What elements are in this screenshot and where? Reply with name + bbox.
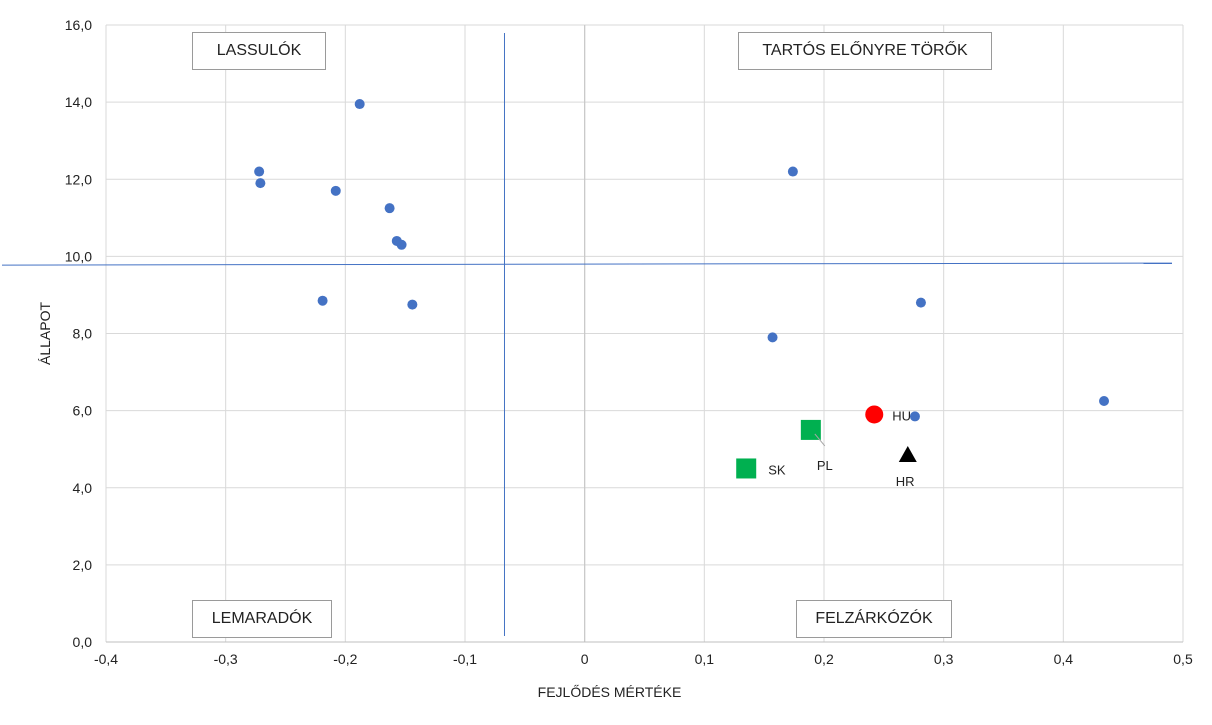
quadrant-label-bottom-left: LEMARADÓK xyxy=(192,600,332,638)
x-tick-label: -0,3 xyxy=(214,651,238,667)
data-point xyxy=(767,332,778,343)
data-point xyxy=(317,295,328,306)
y-tick-label: 6,0 xyxy=(73,403,93,419)
y-tick-label: 16,0 xyxy=(65,17,92,33)
y-tick-label: 2,0 xyxy=(73,557,93,573)
y-tick-label: 14,0 xyxy=(65,94,92,110)
points-layer xyxy=(254,99,1110,479)
x-tick-label: 0,4 xyxy=(1054,651,1074,667)
quadrant-label-top-left: LASSULÓK xyxy=(192,32,326,70)
data-point xyxy=(255,178,266,189)
data-point xyxy=(909,411,920,422)
point-hr xyxy=(898,445,917,462)
x-tick-label: 0,2 xyxy=(814,651,834,667)
label-sk: SK xyxy=(768,462,786,477)
reference-lines xyxy=(1,33,1173,636)
y-tick-label: 10,0 xyxy=(65,248,92,264)
y-axis-title: ÁLLAPOT xyxy=(37,302,53,365)
labels-layer: HU PL SK HR xyxy=(768,408,914,488)
axis-layer: -0,4 -0,3 -0,2 -0,1 0 0,1 0,2 0,3 0,4 0,5 0,0 2,0 4,… xyxy=(37,17,1193,700)
y-tick-label: 4,0 xyxy=(73,480,93,496)
grid-layer xyxy=(105,24,1184,643)
label-hr: HR xyxy=(896,474,915,489)
data-point xyxy=(407,299,418,310)
data-point xyxy=(254,166,265,177)
data-point xyxy=(354,99,365,110)
y-tick-label: 8,0 xyxy=(73,326,93,342)
x-tick-label: -0,2 xyxy=(333,651,357,667)
quadrant-label-top-right: TARTÓS ELŐNYRE TÖRŐK xyxy=(738,32,992,70)
x-axis-title: FEJLŐDÉS MÉRTÉKE xyxy=(538,684,682,700)
y-tick-label: 0,0 xyxy=(73,634,93,650)
data-point xyxy=(396,239,407,250)
x-tick-label: -0,4 xyxy=(94,651,118,667)
x-tick-label: 0 xyxy=(581,651,589,667)
pl-leader-line xyxy=(814,433,826,447)
data-point xyxy=(915,297,926,308)
label-hu: HU xyxy=(892,408,911,423)
y-tick-label: 12,0 xyxy=(65,171,92,187)
x-tick-label: 0,1 xyxy=(695,651,715,667)
x-tick-label: 0,5 xyxy=(1173,651,1193,667)
data-point xyxy=(787,166,798,177)
point-sk xyxy=(736,458,757,479)
quadrant-label-bottom-right: FELZÁRKÓZÓK xyxy=(796,600,952,638)
horizontal-reference-line xyxy=(1,262,1173,266)
x-tick-label: -0,1 xyxy=(453,651,477,667)
x-tick-label: 0,3 xyxy=(934,651,954,667)
data-point xyxy=(330,185,341,196)
data-point xyxy=(384,203,395,214)
label-pl: PL xyxy=(817,458,833,473)
point-hu xyxy=(865,405,884,424)
data-point xyxy=(1099,395,1110,406)
